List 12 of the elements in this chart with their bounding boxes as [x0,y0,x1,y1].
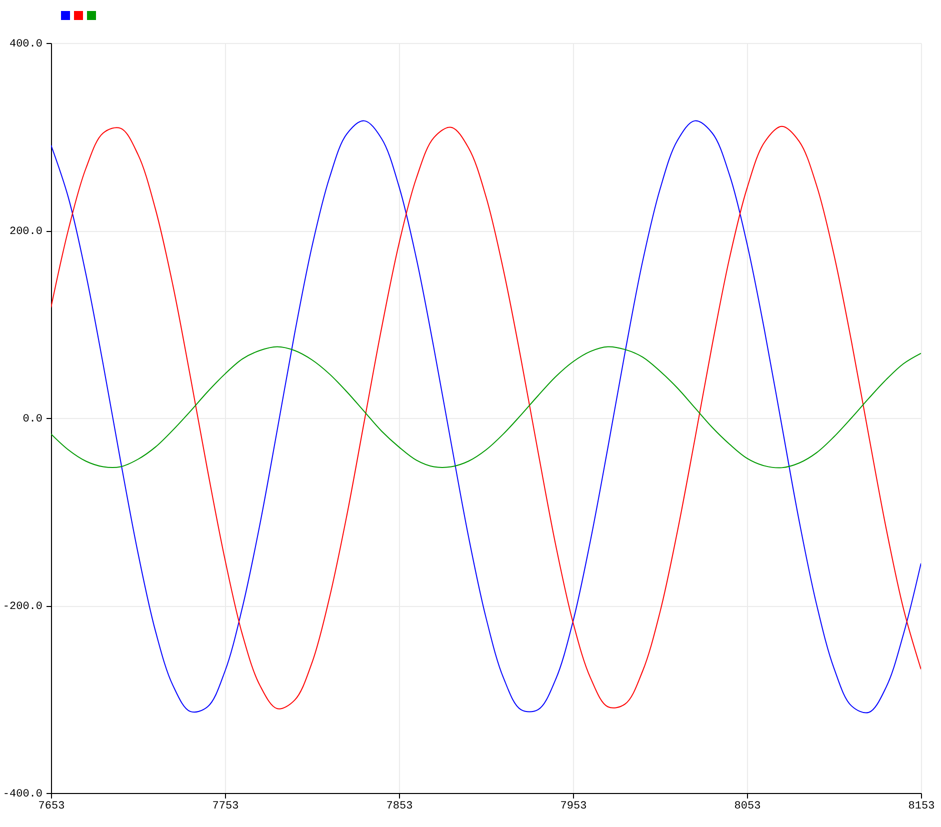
x-tick-label: 7753 [212,800,239,812]
y-tick-label: 0.0 [22,414,42,426]
y-tick-label: 400.0 [9,38,42,50]
y-tick-label: -200.0 [2,601,42,613]
x-tick-label: 7853 [386,800,413,812]
x-tick-label: 8153 [908,800,935,812]
x-tick-label: 7953 [560,800,587,812]
line-series [51,346,921,468]
y-tick-label: 200.0 [9,226,42,238]
x-tick-label: 8053 [734,800,761,812]
x-tick-label: 7653 [38,800,65,812]
y-tick-label: -400.0 [2,788,42,800]
